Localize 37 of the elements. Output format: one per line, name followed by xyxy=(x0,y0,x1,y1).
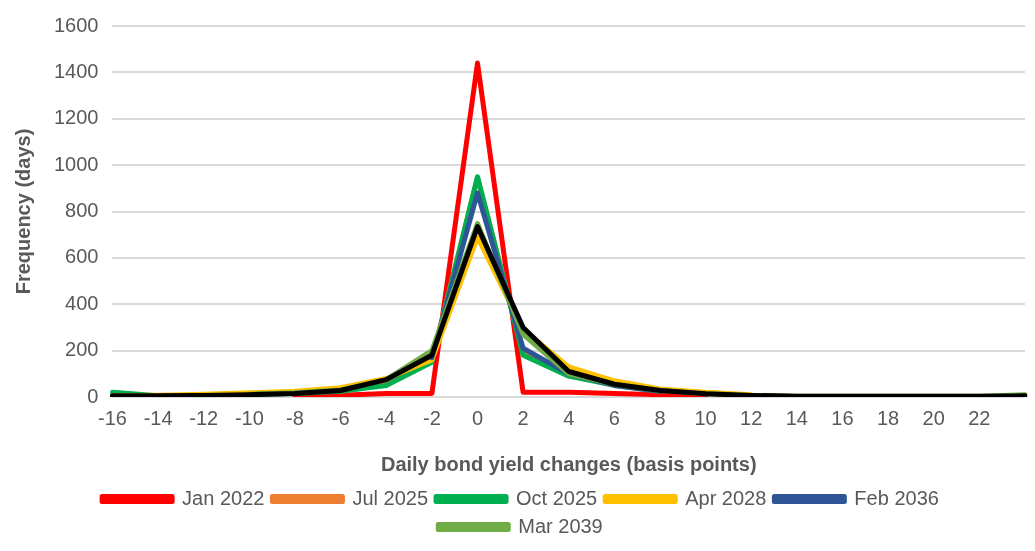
x-tick-label: -4 xyxy=(377,406,396,429)
y-tick-label: 1200 xyxy=(53,106,99,129)
x-tick-label: -14 xyxy=(143,406,173,429)
x-tick-label: 2 xyxy=(517,406,529,429)
y-tick-label: 800 xyxy=(65,199,99,222)
x-tick-label: 20 xyxy=(922,406,945,429)
legend-label: Mar 2039 xyxy=(518,514,603,537)
x-tick-label: 12 xyxy=(740,406,763,429)
y-tick-label: 1000 xyxy=(53,152,99,175)
y-tick-label: 600 xyxy=(65,245,99,268)
x-tick-label: -8 xyxy=(286,406,304,429)
legend-label: Jul 2025 xyxy=(352,486,429,509)
x-tick-label: -2 xyxy=(422,406,441,429)
y-tick-label: 200 xyxy=(65,338,99,361)
x-axis-title: Daily bond yield changes (basis points) xyxy=(380,452,757,475)
x-tick-label: -16 xyxy=(98,406,127,429)
x-tick-label: 14 xyxy=(785,406,808,429)
x-tick-label: -6 xyxy=(331,406,350,429)
x-tick-label: 10 xyxy=(694,406,717,429)
x-tick-label: 8 xyxy=(654,406,666,429)
y-tick-label: 1600 xyxy=(53,13,99,36)
x-tick-label: 6 xyxy=(608,406,620,429)
x-tick-label: -12 xyxy=(189,406,219,429)
legend-label: Apr 2028 xyxy=(685,486,767,509)
legend-label: Feb 2036 xyxy=(854,486,939,509)
y-axis-title: Frequency (days) xyxy=(11,128,34,295)
x-tick-label: 18 xyxy=(877,406,900,429)
y-tick-label: 400 xyxy=(65,291,99,314)
y-tick-label: 1400 xyxy=(53,59,99,82)
x-tick-label: 4 xyxy=(563,406,575,429)
x-tick-label: 0 xyxy=(471,406,484,429)
x-tick-label: -10 xyxy=(234,406,264,429)
x-tick-label: 16 xyxy=(831,406,854,429)
legend-label: Oct 2025 xyxy=(516,486,598,509)
legend-label: Jan 2022 xyxy=(182,486,265,509)
x-tick-label: 22 xyxy=(968,406,991,429)
y-tick-label: 0 xyxy=(87,384,99,407)
